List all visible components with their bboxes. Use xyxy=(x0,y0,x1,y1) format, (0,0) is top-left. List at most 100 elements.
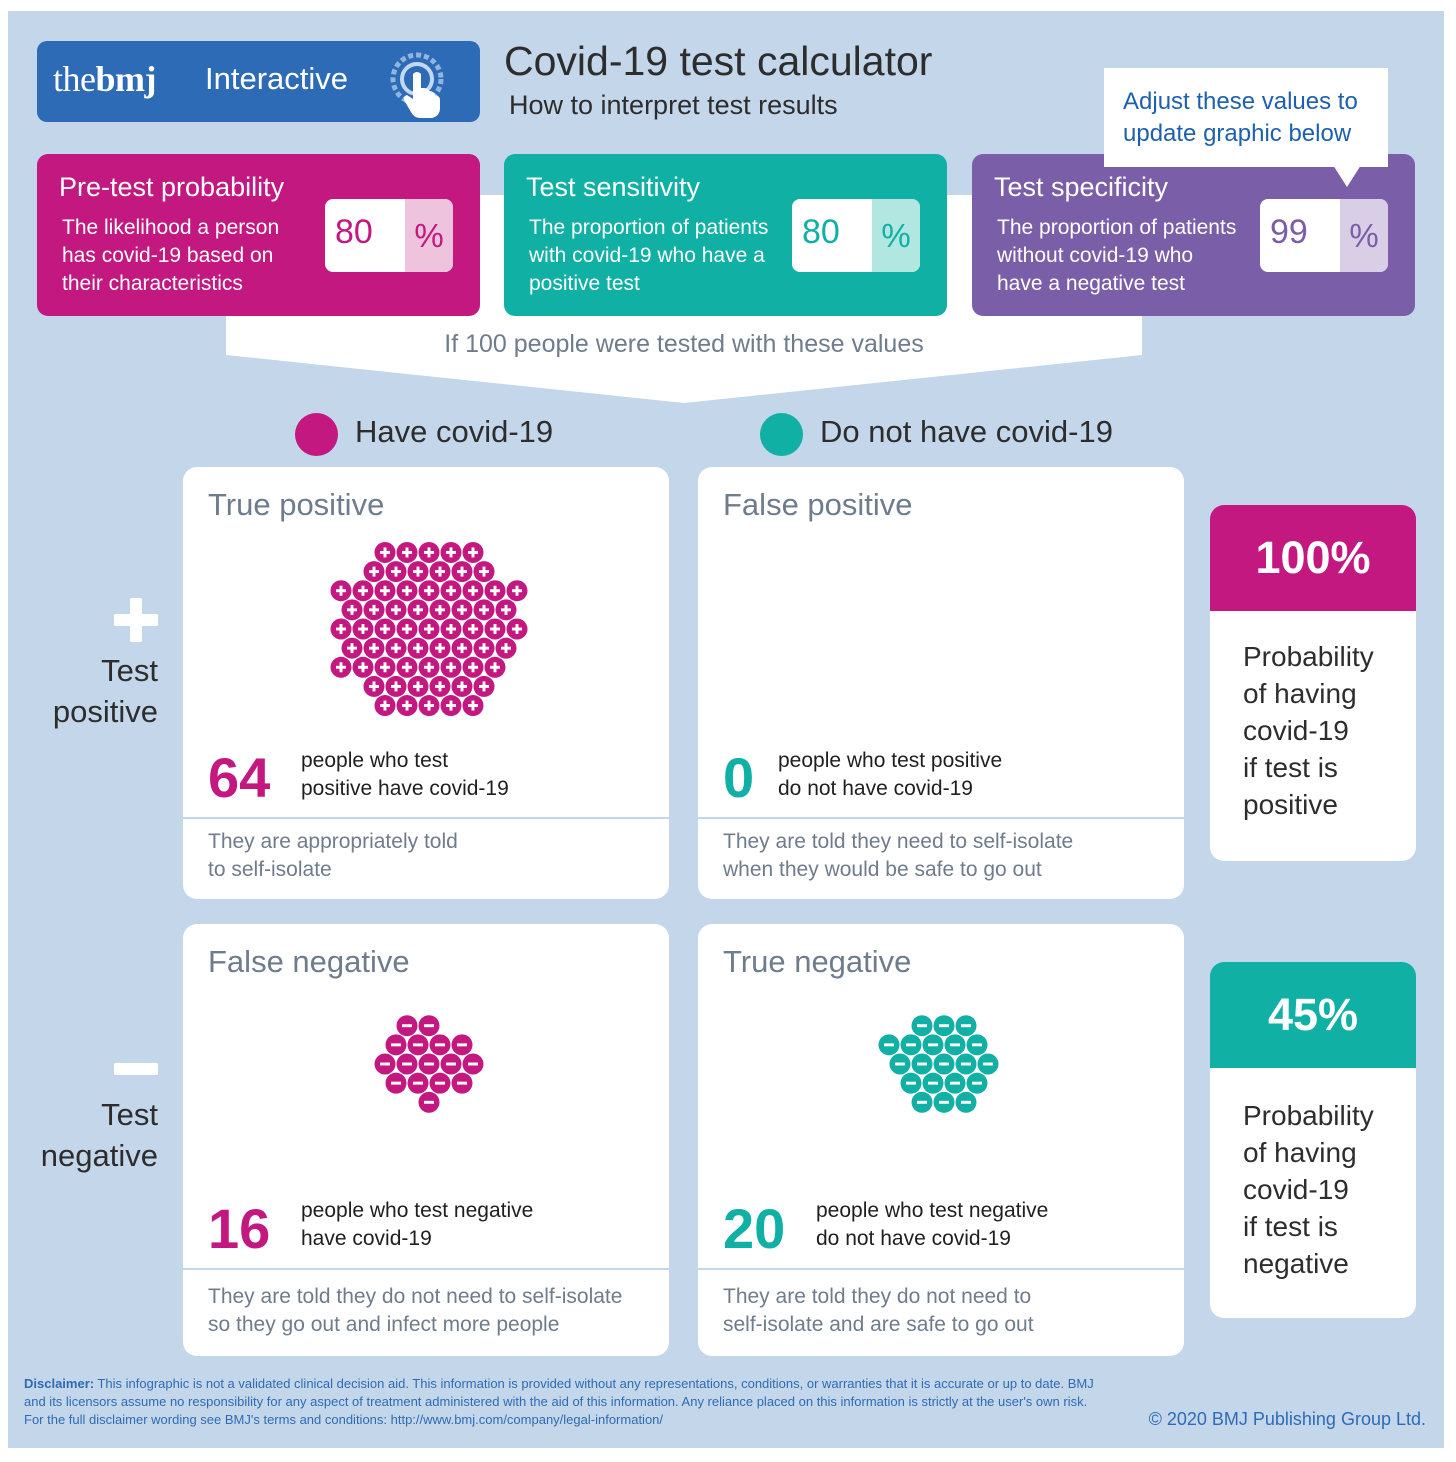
person-dot xyxy=(418,695,440,717)
person-dot xyxy=(407,1072,429,1094)
consequence-line: They are told they do not need to xyxy=(723,1285,1032,1308)
touch-icon xyxy=(390,52,444,118)
false-negative-consequence: They are told they do not need to self-i… xyxy=(208,1283,622,1339)
probability-negative-card: 45% Probability of having covid-19 if te… xyxy=(1210,962,1416,1318)
person-dot xyxy=(484,656,506,678)
tooltip-text: Adjust these values to update graphic be… xyxy=(1123,88,1358,147)
probability-line: if test is xyxy=(1243,752,1338,783)
specificity-description: The proportion of patients without covid… xyxy=(997,216,1237,295)
person-dot xyxy=(341,599,363,621)
pretest-input[interactable]: 80 % xyxy=(325,199,453,272)
person-dot xyxy=(440,695,462,717)
bmj-logo: thebmj xyxy=(53,59,156,99)
cell-title: False positive xyxy=(723,487,913,522)
person-dot xyxy=(462,580,484,602)
sensitivity-description: The proportion of patients with covid-19… xyxy=(529,216,769,295)
person-dot xyxy=(363,561,385,583)
person-dot xyxy=(451,637,473,659)
person-dot xyxy=(462,541,484,563)
have-covid-legend-label: Have covid-19 xyxy=(355,414,554,449)
probability-line: negative xyxy=(1243,1248,1349,1279)
person-dot xyxy=(374,580,396,602)
divider xyxy=(698,1268,1184,1270)
percent-unit: % xyxy=(1340,199,1388,272)
person-dot xyxy=(473,561,495,583)
probability-positive-text: Probability of having covid-19 if test i… xyxy=(1243,638,1403,823)
description-line: have covid-19 xyxy=(301,1227,432,1250)
pretest-probability-card: Pre-test probability The likelihood a pe… xyxy=(37,154,480,316)
person-dot xyxy=(385,1034,407,1056)
false-negative-description: people who test negative have covid-19 xyxy=(301,1197,533,1253)
person-dot xyxy=(900,1034,922,1056)
pretest-description: The likelihood a person has covid-19 bas… xyxy=(62,216,280,295)
no-covid-legend-dot xyxy=(760,413,803,456)
specificity-value[interactable]: 99 xyxy=(1270,213,1308,251)
person-dot xyxy=(407,1034,429,1056)
person-dot xyxy=(407,599,429,621)
minus-icon xyxy=(114,1063,158,1075)
person-dot xyxy=(374,656,396,678)
interactive-label: Interactive xyxy=(205,61,349,96)
no-covid-legend-label: Do not have covid-19 xyxy=(820,414,1113,449)
probability-negative-value: 45% xyxy=(1210,962,1416,1068)
sensitivity-value[interactable]: 80 xyxy=(802,213,840,251)
person-dot xyxy=(451,675,473,697)
person-dot xyxy=(506,580,528,602)
probability-positive-value: 100% xyxy=(1210,505,1416,611)
person-dot xyxy=(977,1053,999,1075)
divider xyxy=(183,817,669,819)
percent-unit: % xyxy=(405,199,453,272)
sensitivity-title: Test sensitivity xyxy=(526,172,701,202)
false-negative-count: 16 xyxy=(208,1197,271,1260)
consequence-line: They are appropriately told xyxy=(208,830,458,853)
page-title: Covid-19 test calculator xyxy=(504,38,933,84)
person-dot xyxy=(451,561,473,583)
false-positive-consequence: They are told they need to self-isolate … xyxy=(723,828,1073,884)
row-label-line: Test xyxy=(101,1097,158,1132)
person-dot xyxy=(396,541,418,563)
person-dot xyxy=(440,580,462,602)
consequence-line: to self-isolate xyxy=(208,858,332,881)
adjust-values-tooltip: Adjust these values to update graphic be… xyxy=(1104,68,1388,167)
person-dot xyxy=(418,580,440,602)
person-dot xyxy=(330,656,352,678)
person-dot xyxy=(911,1091,933,1113)
consequence-line: when they would be safe to go out xyxy=(723,858,1042,881)
divider xyxy=(698,817,1184,819)
copyright: © 2020 BMJ Publishing Group Ltd. xyxy=(1148,1409,1426,1429)
person-dot xyxy=(955,1053,977,1075)
person-dot xyxy=(440,1053,462,1075)
specificity-title: Test specificity xyxy=(994,172,1169,202)
person-dot xyxy=(374,695,396,717)
false-positive-card: False positive 0 people who test positiv… xyxy=(698,467,1184,899)
person-dot xyxy=(462,656,484,678)
true-negative-card: True negative 20 people who test negativ… xyxy=(698,924,1184,1356)
person-dot xyxy=(900,1072,922,1094)
false-negative-card: False negative 16 people who test negati… xyxy=(183,924,669,1356)
bmj-interactive-banner[interactable]: thebmj Interactive xyxy=(37,41,480,122)
divider xyxy=(183,1268,669,1270)
probability-positive-card: 100% Probability of having covid-19 if t… xyxy=(1210,505,1416,861)
person-dot xyxy=(451,599,473,621)
person-dot xyxy=(429,637,451,659)
false-positive-description: people who test positive do not have cov… xyxy=(778,747,1002,803)
person-dot xyxy=(363,675,385,697)
person-dot xyxy=(418,1091,440,1113)
person-dot xyxy=(396,618,418,640)
person-dot xyxy=(966,1034,988,1056)
person-dot xyxy=(396,656,418,678)
cell-title: True positive xyxy=(208,487,385,522)
description-line: do not have covid-19 xyxy=(778,777,973,800)
person-dot xyxy=(440,656,462,678)
pretest-value[interactable]: 80 xyxy=(335,213,373,251)
person-dot xyxy=(944,1034,966,1056)
cell-title: False negative xyxy=(208,944,410,979)
specificity-input[interactable]: 99 % xyxy=(1260,199,1388,272)
person-dot xyxy=(911,1015,933,1037)
row-label-line: Test xyxy=(101,653,158,688)
person-dot xyxy=(922,1072,944,1094)
pretest-title: Pre-test probability xyxy=(59,172,285,202)
person-dot xyxy=(484,618,506,640)
person-dot xyxy=(429,1034,451,1056)
sensitivity-input[interactable]: 80 % xyxy=(792,199,920,272)
